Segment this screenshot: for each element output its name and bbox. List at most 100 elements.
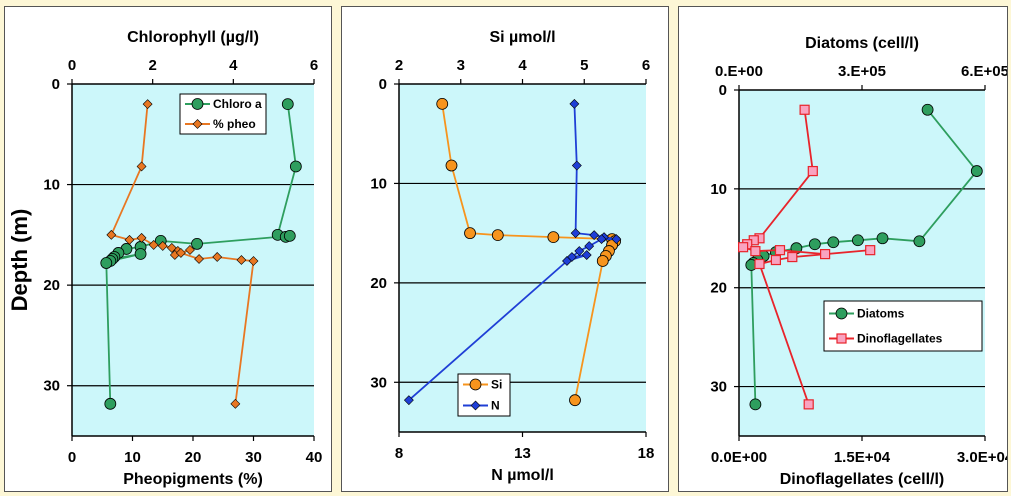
data-point-dinoflagellates	[770, 254, 782, 266]
legend-swatch-marker	[470, 400, 481, 411]
data-point-pheo	[124, 234, 135, 245]
y-tick-label: 0	[379, 76, 387, 93]
legend: Si N	[457, 373, 511, 417]
data-point-si	[464, 227, 476, 240]
top-tick-label: 0	[68, 57, 76, 74]
data-point-n	[562, 256, 572, 266]
data-point-dinoflagellates	[803, 399, 814, 410]
bottom-tick-label: 10	[124, 449, 141, 466]
y-tick-label: 10	[43, 177, 60, 194]
data-point-pheo	[230, 398, 241, 409]
top-tick-label: 4	[229, 57, 238, 74]
bottom-tick-label: 1.5E+04	[834, 449, 891, 466]
legend-swatch-marker	[192, 119, 203, 129]
y-tick-label: 10	[710, 181, 727, 198]
bottom-axis-title: Dinoflagellates (cell/l)	[780, 471, 944, 488]
y-tick-label: 20	[710, 280, 727, 297]
data-point-n	[596, 234, 607, 245]
top-tick-label: 3.E+05	[838, 63, 886, 80]
data-point-n	[403, 395, 414, 406]
legend-swatch-marker	[469, 378, 482, 391]
data-point-chloro-a	[100, 257, 113, 269]
data-point-n	[574, 246, 585, 256]
legend-label: Dinoflagellates	[857, 332, 943, 346]
data-point-diatoms	[921, 103, 934, 116]
data-point-pheo	[185, 245, 195, 255]
chart-chlorophyll-pheopigments: 0 10 20 30 0 2 4 6 Chlorophyll (µg/l) 0 10 20 30 40 Ph…	[7, 29, 323, 488]
data-point-n	[569, 98, 580, 109]
legend-swatch-marker	[835, 307, 848, 320]
series-n	[403, 98, 622, 406]
series-dinoflagellates	[737, 104, 876, 410]
top-tick-label: 0.E+00	[715, 63, 763, 80]
data-point-diatoms	[827, 236, 840, 249]
data-point-n	[570, 228, 581, 239]
data-point-pheo	[136, 232, 147, 243]
y-tick-label: 0	[719, 82, 727, 99]
data-point-si	[445, 159, 458, 172]
legend-swatch-marker	[191, 98, 204, 110]
data-point-diatoms	[749, 398, 762, 411]
y-tick-label: 20	[370, 275, 387, 292]
y-tick-label: 30	[370, 374, 387, 391]
data-point-pheo	[157, 240, 168, 251]
legend-box	[457, 373, 511, 417]
top-tick-label: 6	[642, 57, 650, 74]
data-point-dinoflagellates	[820, 249, 831, 260]
data-point-chloro-a	[104, 397, 117, 410]
data-point-n	[571, 160, 582, 171]
data-point-si	[547, 231, 560, 244]
y-tick-label: 10	[370, 175, 387, 192]
data-point-si	[596, 255, 609, 267]
top-tick-label: 2	[395, 57, 403, 74]
top-axis-title: Diatoms (cell/l)	[805, 35, 919, 52]
bottom-tick-label: 13	[514, 445, 531, 462]
top-tick-label: 5	[580, 57, 588, 74]
legend: Diatoms Dinoflagellates	[823, 300, 983, 352]
chart-panel-si-n: 0 10 20 30 2 3 4 5 6 Si µmol/l 8 13 18 N µmol/l Si N	[341, 6, 669, 492]
bottom-tick-label: 40	[306, 449, 323, 466]
data-point-dinoflagellates	[737, 242, 749, 253]
chart-diatoms-dinoflagellates: 0 10 20 30 0.E+00 3.E+05 6.E+05 Diatoms (cell/l…	[710, 35, 1007, 488]
bottom-axis-title: Pheopigments (%)	[123, 471, 263, 488]
bottom-tick-label: 20	[185, 449, 202, 466]
data-point-chloro-a	[134, 248, 147, 260]
legend-label: % pheo	[213, 117, 256, 131]
data-point-pheo	[106, 229, 117, 240]
data-point-si	[436, 97, 449, 110]
data-point-pheo	[248, 256, 259, 266]
top-tick-label: 3	[457, 57, 465, 74]
data-point-chloro-a	[289, 160, 302, 173]
chart-silicate-nitrogen: 0 10 20 30 2 3 4 5 6 Si µmol/l 8 13 18 N µmol/l Si N	[370, 29, 655, 484]
data-point-dinoflagellates	[807, 165, 818, 177]
data-point-n	[584, 241, 595, 251]
data-point-pheo	[175, 248, 186, 258]
legend-swatch-marker	[836, 333, 847, 344]
data-point-n	[589, 230, 600, 241]
data-point-n	[611, 234, 622, 245]
data-point-chloro-a	[281, 98, 294, 111]
y-tick-label: 20	[43, 277, 60, 294]
data-point-dinoflagellates	[787, 251, 798, 263]
data-point-si	[569, 394, 581, 407]
data-point-pheo	[212, 252, 223, 262]
data-point-pheo	[194, 254, 204, 264]
data-point-pheo	[148, 239, 159, 250]
data-point-dinoflagellates	[865, 245, 876, 256]
data-point-si	[491, 229, 504, 242]
series-pheo	[106, 99, 259, 409]
data-point-pheo	[236, 255, 247, 265]
data-point-diatoms	[808, 238, 821, 251]
y-tick-label: 30	[43, 378, 60, 395]
bottom-tick-label: 30	[245, 449, 262, 466]
legend: Chloro a % pheo	[179, 93, 267, 135]
data-point-pheo	[136, 161, 147, 172]
top-tick-label: 4	[518, 57, 527, 74]
legend-label: Diatoms	[857, 307, 905, 321]
bottom-tick-label: 0.0E+00	[711, 449, 767, 466]
bottom-tick-label: 18	[638, 445, 655, 462]
top-tick-label: 6	[310, 57, 318, 74]
y-axis-title: Depth (m)	[7, 209, 32, 312]
top-tick-label: 6.E+05	[961, 63, 1007, 80]
data-point-chloro-a	[283, 229, 296, 242]
